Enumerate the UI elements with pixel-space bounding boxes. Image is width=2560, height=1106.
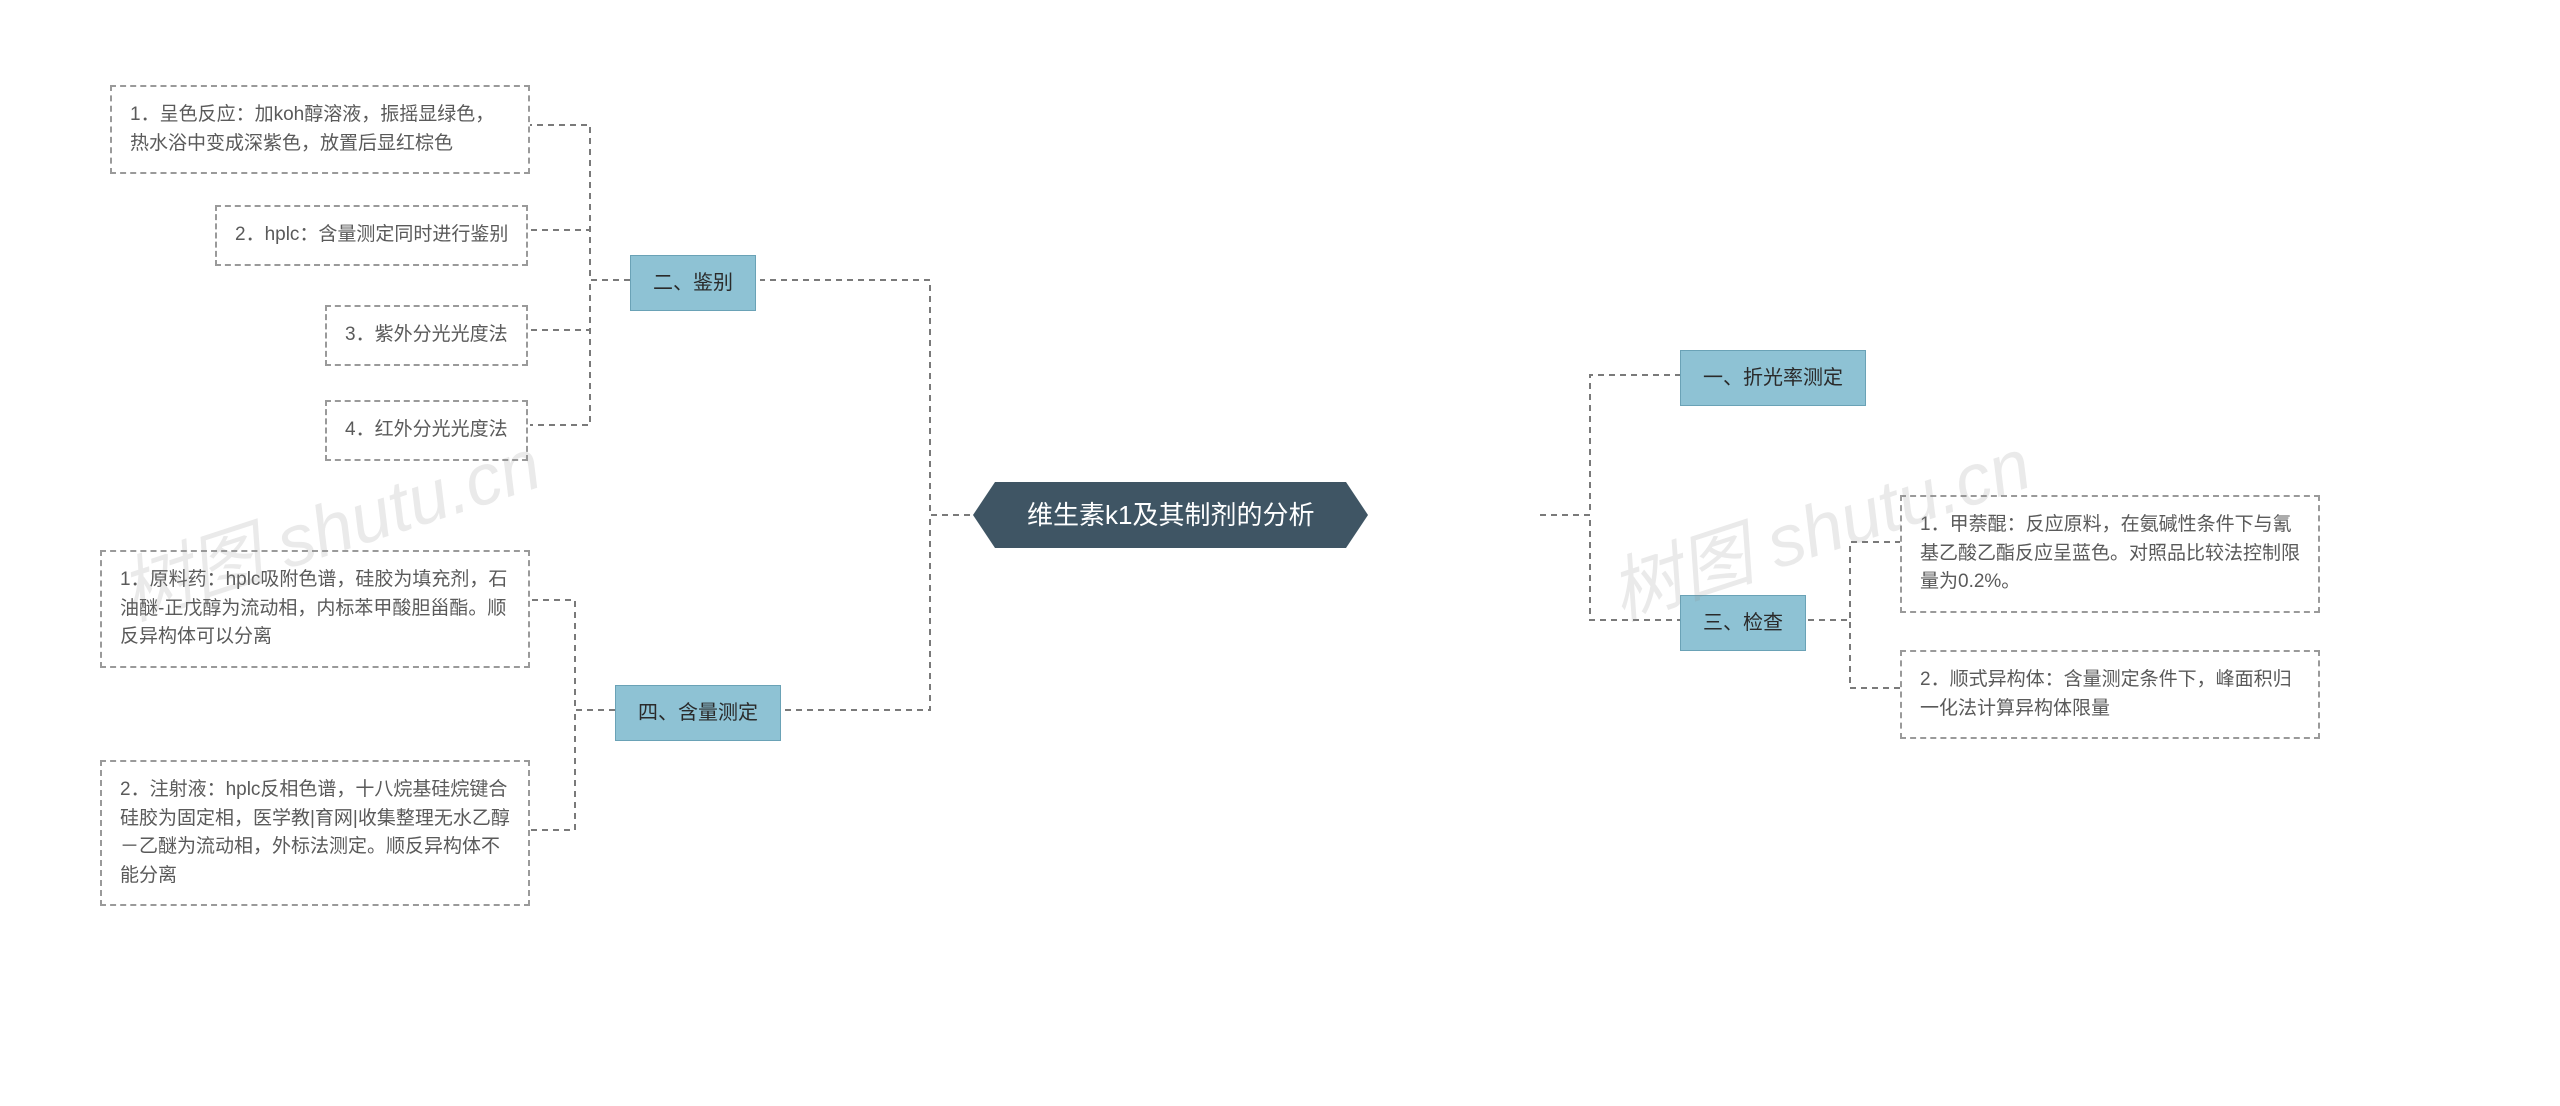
leaf-text: 2．顺式异构体：含量测定条件下，峰面积归一化法计算异构体限量 (1920, 666, 2300, 723)
leaf-text: 1．呈色反应：加koh醇溶液，振摇显绿色，热水浴中变成深紫色，放置后显红棕色 (130, 101, 510, 158)
leaf-text: 1．甲萘醌：反应原料，在氨碱性条件下与氰基乙酸乙酯反应呈蓝色。对照品比较法控制限… (1920, 511, 2300, 597)
leaf-identification-2: 2．hplc：含量测定同时进行鉴别 (215, 205, 528, 266)
leaf-identification-1: 1．呈色反应：加koh醇溶液，振摇显绿色，热水浴中变成深紫色，放置后显红棕色 (110, 85, 530, 174)
leaf-identification-3: 3．紫外分光光度法 (325, 305, 528, 366)
leaf-text: 4．红外分光光度法 (345, 416, 508, 445)
root-node: 维生素k1及其制剂的分析 (995, 482, 1346, 548)
leaf-identification-4: 4．红外分光光度法 (325, 400, 528, 461)
leaf-text: 2．注射液：hplc反相色谱，十八烷基硅烷键合硅胶为固定相，医学教|育网|收集整… (120, 776, 510, 890)
branch-assay: 四、含量测定 (615, 685, 781, 741)
branch-label: 四、含量测定 (638, 698, 758, 728)
branch-label: 二、鉴别 (653, 268, 733, 298)
leaf-text: 2．hplc：含量测定同时进行鉴别 (235, 221, 508, 250)
leaf-assay-2: 2．注射液：hplc反相色谱，十八烷基硅烷键合硅胶为固定相，医学教|育网|收集整… (100, 760, 530, 906)
branch-identification: 二、鉴别 (630, 255, 756, 311)
branch-label: 一、折光率测定 (1703, 363, 1843, 393)
leaf-assay-1: 1．原料药：hplc吸附色谱，硅胶为填充剂，石油醚-正戊醇为流动相，内标苯甲酸胆… (100, 550, 530, 668)
branch-refraction: 一、折光率测定 (1680, 350, 1866, 406)
leaf-inspection-1: 1．甲萘醌：反应原料，在氨碱性条件下与氰基乙酸乙酯反应呈蓝色。对照品比较法控制限… (1900, 495, 2320, 613)
branch-label: 三、检查 (1703, 608, 1783, 638)
leaf-text: 3．紫外分光光度法 (345, 321, 508, 350)
leaf-text: 1．原料药：hplc吸附色谱，硅胶为填充剂，石油醚-正戊醇为流动相，内标苯甲酸胆… (120, 566, 510, 652)
leaf-inspection-2: 2．顺式异构体：含量测定条件下，峰面积归一化法计算异构体限量 (1900, 650, 2320, 739)
root-title: 维生素k1及其制剂的分析 (1027, 496, 1314, 535)
branch-inspection: 三、检查 (1680, 595, 1806, 651)
